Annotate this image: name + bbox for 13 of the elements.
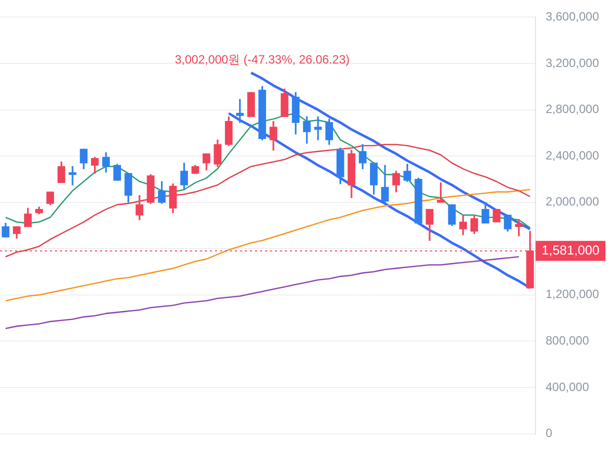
y-tick-label: 2,400,000 (546, 148, 600, 162)
y-tick-label: 0 (546, 426, 553, 440)
candlestick (68, 166, 76, 186)
y-tick-label: 800,000 (546, 334, 590, 348)
ref-line-label: 1,581,000 (542, 242, 600, 258)
annotation: 3,002,000원 (-47.33%, 26.06.23) (174, 52, 350, 67)
y-tick-label: 2,800,000 (546, 102, 600, 116)
y-tick-label: 400,000 (546, 380, 590, 394)
y-tick-label: 2,000,000 (546, 194, 600, 209)
y-tick-label: 3,600,000 (546, 10, 600, 24)
candlestick (314, 116, 322, 140)
y-tick-label: 1,200,000 (546, 287, 600, 302)
y-tick-label: 3,200,000 (546, 56, 600, 70)
